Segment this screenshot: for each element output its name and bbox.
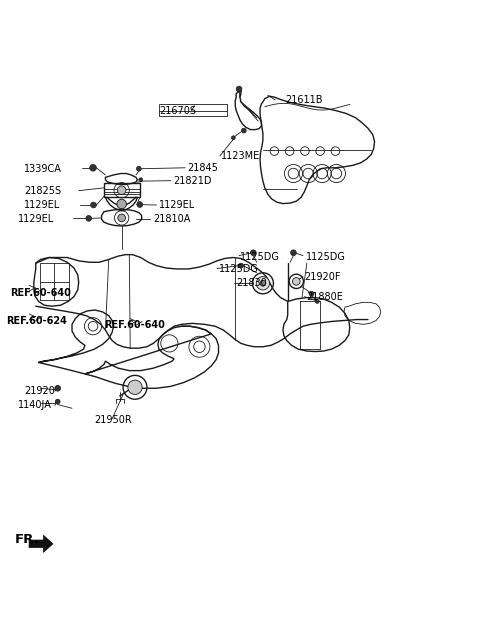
Circle shape — [90, 165, 96, 171]
Circle shape — [118, 214, 125, 222]
Text: 1125DG: 1125DG — [240, 251, 280, 262]
Circle shape — [86, 215, 92, 221]
Text: 21920F: 21920F — [304, 272, 341, 281]
Circle shape — [315, 299, 319, 303]
Text: 21920: 21920 — [24, 386, 55, 396]
Text: 1129EL: 1129EL — [24, 200, 60, 210]
Polygon shape — [29, 535, 53, 553]
Text: 21810A: 21810A — [153, 214, 191, 224]
Text: REF.60-640: REF.60-640 — [104, 320, 165, 330]
Circle shape — [251, 250, 256, 256]
Circle shape — [55, 385, 60, 391]
Circle shape — [55, 399, 60, 404]
Bar — [104, 183, 140, 197]
Bar — [159, 104, 227, 116]
Circle shape — [236, 86, 242, 92]
Circle shape — [139, 178, 143, 181]
Text: 21670S: 21670S — [159, 106, 196, 115]
Circle shape — [309, 292, 314, 296]
Text: FR.: FR. — [15, 533, 39, 545]
Text: 1125DG: 1125DG — [218, 265, 258, 274]
Text: 1125DG: 1125DG — [306, 251, 346, 262]
Circle shape — [128, 380, 142, 394]
Text: 21830: 21830 — [236, 278, 267, 288]
Circle shape — [231, 136, 235, 140]
Text: 21880E: 21880E — [306, 292, 343, 302]
Text: 21821D: 21821D — [173, 176, 212, 186]
Text: 21845: 21845 — [188, 163, 218, 173]
Circle shape — [241, 128, 246, 133]
Text: 1140JA: 1140JA — [18, 401, 52, 410]
Circle shape — [239, 263, 243, 268]
Text: 21825S: 21825S — [24, 186, 61, 196]
Text: 21611B: 21611B — [285, 95, 323, 105]
Circle shape — [290, 250, 296, 256]
Text: 1129EL: 1129EL — [18, 214, 54, 224]
Text: 1123ME: 1123ME — [221, 151, 260, 161]
Circle shape — [136, 167, 141, 171]
Circle shape — [117, 199, 126, 209]
Text: 21950R: 21950R — [95, 415, 132, 425]
Circle shape — [91, 202, 96, 208]
Text: 1339CA: 1339CA — [24, 163, 62, 174]
Text: REF.60-624: REF.60-624 — [6, 315, 67, 326]
Circle shape — [117, 186, 126, 194]
Text: REF.60-640: REF.60-640 — [10, 288, 71, 298]
Bar — [39, 263, 69, 301]
Circle shape — [137, 202, 143, 208]
Polygon shape — [237, 90, 241, 92]
Circle shape — [292, 278, 300, 285]
Circle shape — [260, 280, 266, 286]
Text: 1129EL: 1129EL — [159, 200, 195, 210]
Circle shape — [256, 277, 270, 290]
